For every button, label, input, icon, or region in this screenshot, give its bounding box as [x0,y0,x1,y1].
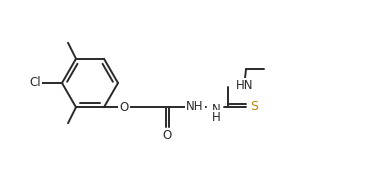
Text: H: H [212,111,220,124]
Text: NH: NH [186,100,204,113]
Text: HN: HN [236,79,254,92]
Text: S: S [250,100,258,113]
Text: O: O [119,101,129,114]
Text: N: N [212,103,220,116]
Text: O: O [162,129,171,142]
Text: Cl: Cl [29,76,41,89]
